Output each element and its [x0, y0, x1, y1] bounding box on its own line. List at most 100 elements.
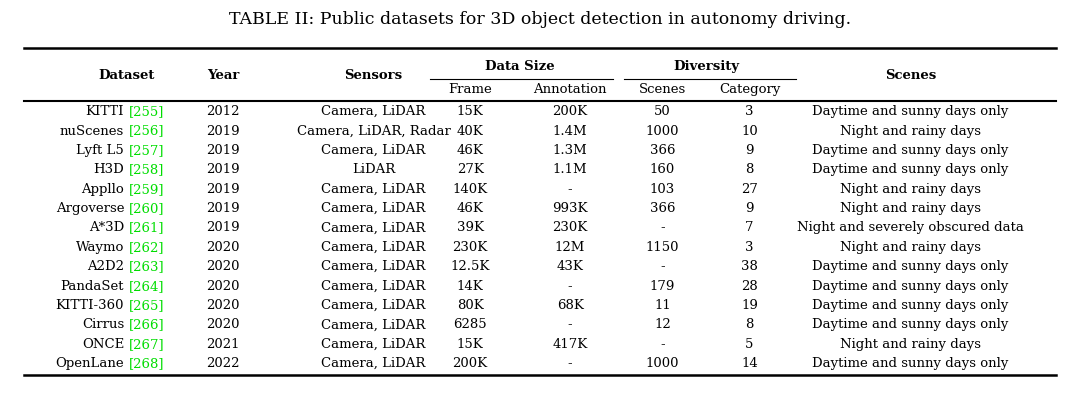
Text: [255]: [255] — [129, 105, 164, 118]
Text: 11: 11 — [654, 299, 671, 312]
Text: 140K: 140K — [453, 183, 488, 196]
Text: Daytime and sunny days only: Daytime and sunny days only — [812, 299, 1009, 312]
Text: 1.3M: 1.3M — [553, 144, 588, 157]
Text: Night and rainy days: Night and rainy days — [840, 338, 982, 351]
Text: Camera, LiDAR: Camera, LiDAR — [321, 222, 426, 234]
Text: 2021: 2021 — [206, 338, 240, 351]
Text: 43K: 43K — [556, 260, 583, 273]
Text: 103: 103 — [650, 183, 675, 196]
Text: 1000: 1000 — [646, 125, 679, 138]
Text: 10: 10 — [741, 125, 758, 138]
Text: 6285: 6285 — [454, 319, 487, 331]
Text: Camera, LiDAR: Camera, LiDAR — [321, 144, 426, 157]
Text: 14: 14 — [741, 357, 758, 370]
Text: 19: 19 — [741, 299, 758, 312]
Text: Diversity: Diversity — [673, 60, 739, 73]
Text: TABLE II: Public datasets for 3D object detection in autonomy driving.: TABLE II: Public datasets for 3D object … — [229, 11, 851, 28]
Text: [267]: [267] — [129, 338, 164, 351]
Text: [265]: [265] — [129, 299, 164, 312]
Text: Camera, LiDAR: Camera, LiDAR — [321, 241, 426, 254]
Text: Lyft L5: Lyft L5 — [77, 144, 124, 157]
Text: -: - — [660, 260, 665, 273]
Text: A*3D: A*3D — [89, 222, 124, 234]
Text: 2019: 2019 — [206, 163, 240, 176]
Text: 3: 3 — [745, 241, 754, 254]
Text: Annotation: Annotation — [534, 83, 607, 96]
Text: 80K: 80K — [457, 299, 484, 312]
Text: 5: 5 — [745, 338, 754, 351]
Text: Appllo: Appllo — [81, 183, 124, 196]
Text: Daytime and sunny days only: Daytime and sunny days only — [812, 260, 1009, 273]
Text: PandaSet: PandaSet — [60, 280, 124, 293]
Text: Data Size: Data Size — [485, 60, 555, 73]
Text: LiDAR: LiDAR — [352, 163, 395, 176]
Text: [264]: [264] — [129, 280, 164, 293]
Text: 366: 366 — [650, 202, 675, 215]
Text: Cirrus: Cirrus — [82, 319, 124, 331]
Text: 3: 3 — [745, 105, 754, 118]
Text: 9: 9 — [745, 144, 754, 157]
Text: Daytime and sunny days only: Daytime and sunny days only — [812, 280, 1009, 293]
Text: 46K: 46K — [457, 202, 484, 215]
Text: -: - — [660, 338, 665, 351]
Text: H3D: H3D — [94, 163, 124, 176]
Text: Frame: Frame — [448, 83, 492, 96]
Text: 8: 8 — [745, 319, 754, 331]
Text: KITTI: KITTI — [85, 105, 124, 118]
Text: 1.4M: 1.4M — [553, 125, 588, 138]
Text: 417K: 417K — [553, 338, 588, 351]
Text: 46K: 46K — [457, 144, 484, 157]
Text: Argoverse: Argoverse — [56, 202, 124, 215]
Text: Year: Year — [207, 69, 240, 82]
Text: Camera, LiDAR: Camera, LiDAR — [321, 357, 426, 370]
Text: -: - — [568, 319, 572, 331]
Text: 15K: 15K — [457, 338, 484, 351]
Text: 2019: 2019 — [206, 125, 240, 138]
Text: 27: 27 — [741, 183, 758, 196]
Text: 2020: 2020 — [206, 280, 240, 293]
Text: 8: 8 — [745, 163, 754, 176]
Text: 38: 38 — [741, 260, 758, 273]
Text: [259]: [259] — [129, 183, 164, 196]
Text: Daytime and sunny days only: Daytime and sunny days only — [812, 163, 1009, 176]
Text: OpenLane: OpenLane — [55, 357, 124, 370]
Text: Daytime and sunny days only: Daytime and sunny days only — [812, 357, 1009, 370]
Text: Daytime and sunny days only: Daytime and sunny days only — [812, 319, 1009, 331]
Text: Daytime and sunny days only: Daytime and sunny days only — [812, 105, 1009, 118]
Text: [266]: [266] — [129, 319, 164, 331]
Text: [260]: [260] — [129, 202, 164, 215]
Text: 2022: 2022 — [206, 357, 240, 370]
Text: 993K: 993K — [552, 202, 588, 215]
Text: 50: 50 — [654, 105, 671, 118]
Text: A2D2: A2D2 — [87, 260, 124, 273]
Text: Camera, LiDAR: Camera, LiDAR — [321, 319, 426, 331]
Text: 1.1M: 1.1M — [553, 163, 588, 176]
Text: 2019: 2019 — [206, 144, 240, 157]
Text: 2012: 2012 — [206, 105, 240, 118]
Text: -: - — [568, 183, 572, 196]
Text: 68K: 68K — [556, 299, 583, 312]
Text: 200K: 200K — [453, 357, 488, 370]
Text: 230K: 230K — [553, 222, 588, 234]
Text: nuScenes: nuScenes — [59, 125, 124, 138]
Text: 40K: 40K — [457, 125, 484, 138]
Text: KITTI-360: KITTI-360 — [56, 299, 124, 312]
Text: Night and rainy days: Night and rainy days — [840, 125, 982, 138]
Text: 2019: 2019 — [206, 222, 240, 234]
Text: -: - — [568, 357, 572, 370]
Text: 14K: 14K — [457, 280, 484, 293]
Text: Night and rainy days: Night and rainy days — [840, 183, 982, 196]
Text: Camera, LiDAR: Camera, LiDAR — [321, 260, 426, 273]
Text: [256]: [256] — [129, 125, 164, 138]
Text: 2020: 2020 — [206, 260, 240, 273]
Text: [263]: [263] — [129, 260, 164, 273]
Text: 39K: 39K — [457, 222, 484, 234]
Text: 2019: 2019 — [206, 183, 240, 196]
Text: -: - — [568, 280, 572, 293]
Text: [257]: [257] — [129, 144, 164, 157]
Text: Scenes: Scenes — [639, 83, 686, 96]
Text: Camera, LiDAR, Radar: Camera, LiDAR, Radar — [297, 125, 450, 138]
Text: 9: 9 — [745, 202, 754, 215]
Text: 12: 12 — [654, 319, 671, 331]
Text: Camera, LiDAR: Camera, LiDAR — [321, 280, 426, 293]
